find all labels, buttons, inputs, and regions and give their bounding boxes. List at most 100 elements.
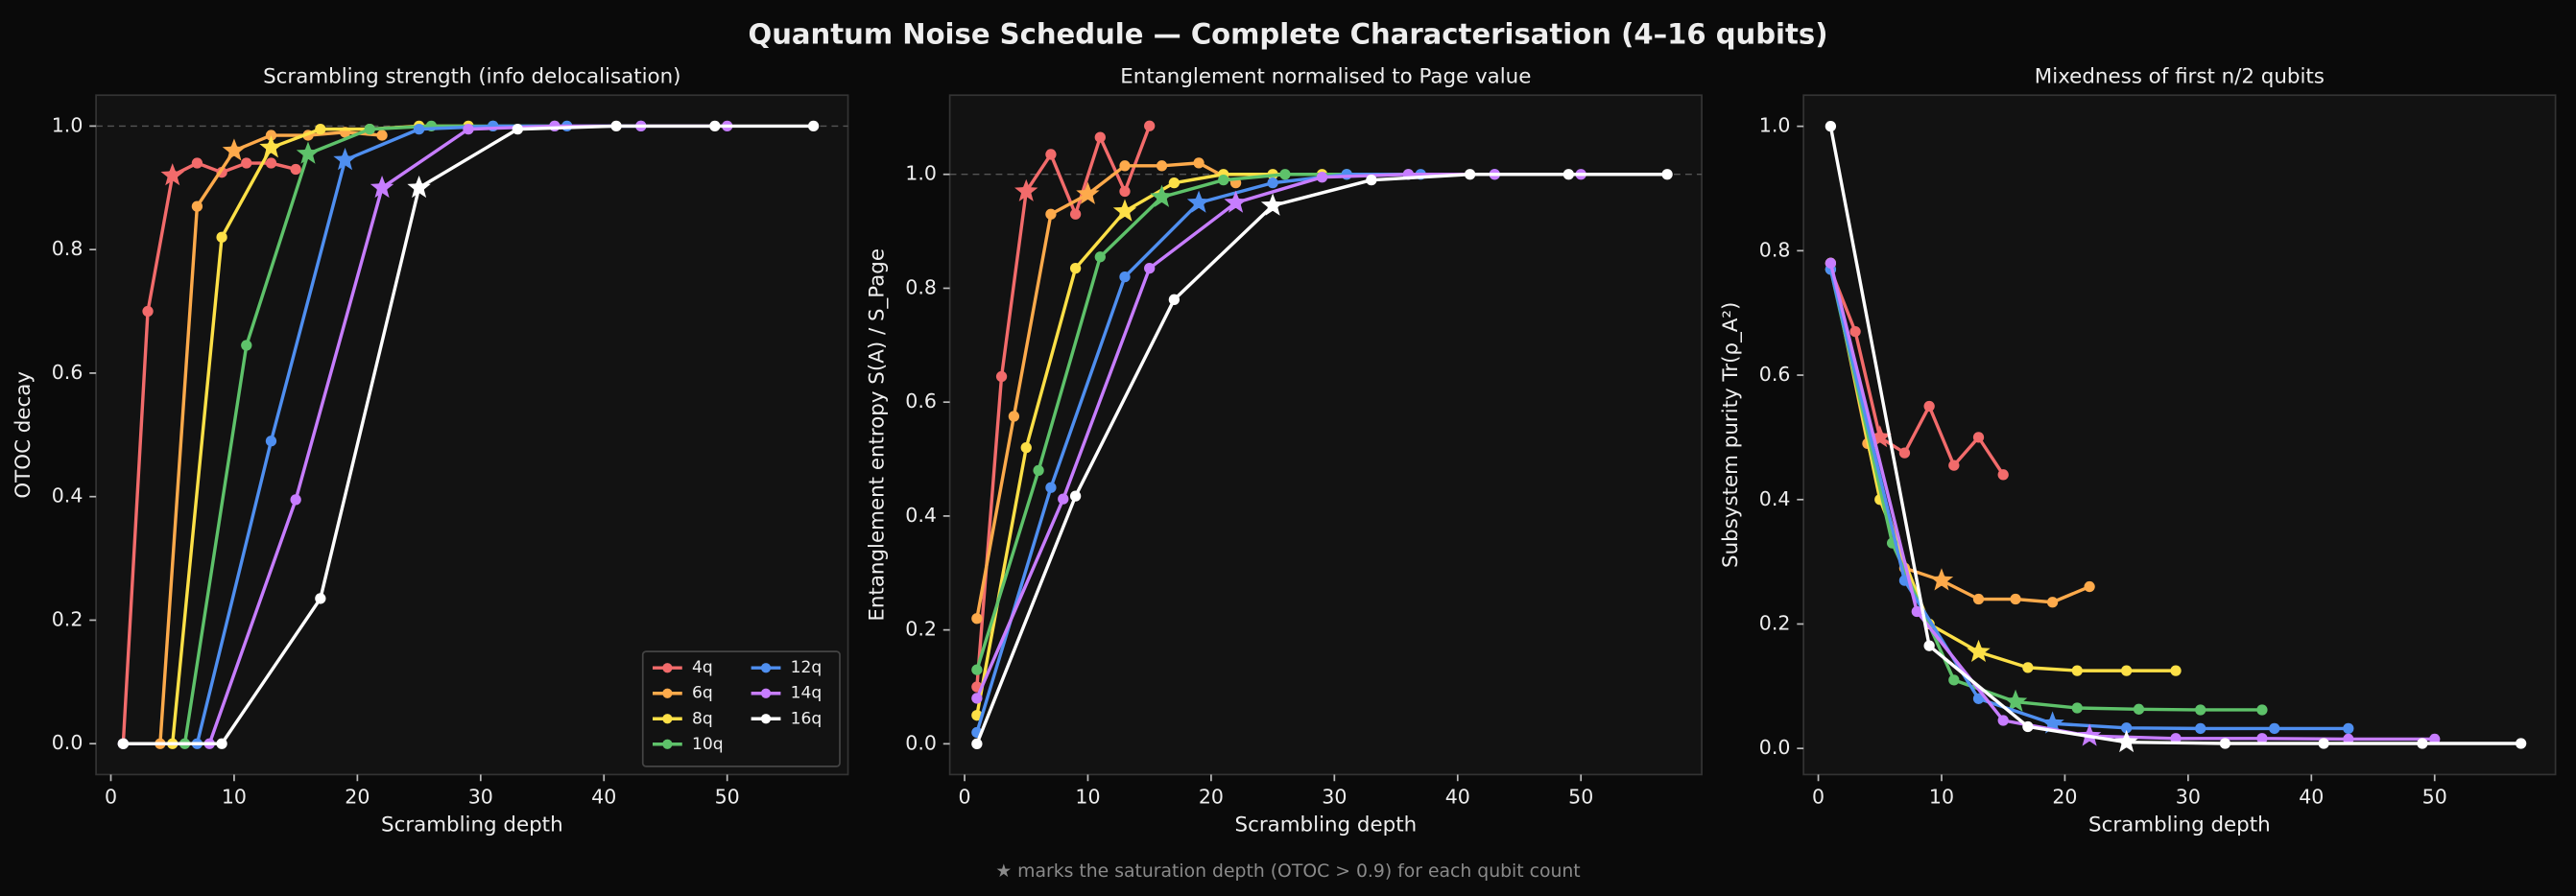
data-point bbox=[463, 123, 474, 135]
x-tick-label: 40 bbox=[2299, 785, 2324, 808]
saturation-star bbox=[1014, 178, 1038, 201]
data-point bbox=[265, 130, 277, 141]
data-point bbox=[610, 120, 622, 132]
series-line bbox=[975, 173, 1323, 716]
x-tick-label: 30 bbox=[468, 785, 493, 808]
legend-marker bbox=[662, 688, 673, 698]
y-tick-label: 0.0 bbox=[1759, 736, 1791, 759]
data-point bbox=[1094, 131, 1106, 143]
y-tick-label: 0.2 bbox=[905, 618, 937, 641]
data-point bbox=[807, 120, 820, 132]
series-line bbox=[123, 124, 814, 745]
data-point bbox=[1058, 493, 1069, 505]
saturation-star bbox=[259, 135, 283, 158]
saturation-star bbox=[1260, 193, 1285, 216]
y-tick-label: 0.8 bbox=[1759, 238, 1791, 261]
y-tick-label: 0.6 bbox=[905, 389, 937, 413]
y-tick-label: 0.0 bbox=[52, 731, 83, 754]
data-point bbox=[2269, 722, 2280, 735]
data-point bbox=[971, 693, 983, 704]
saturation-star bbox=[1150, 184, 1174, 207]
data-point bbox=[241, 340, 252, 351]
saturation-star bbox=[1967, 639, 1991, 663]
data-point bbox=[142, 305, 154, 318]
legend-box bbox=[641, 650, 841, 767]
data-point bbox=[413, 123, 425, 135]
legend-label: 14q bbox=[791, 684, 823, 703]
series-line bbox=[1828, 126, 2521, 745]
data-point bbox=[265, 157, 277, 169]
x-tick-label: 50 bbox=[715, 785, 740, 808]
data-point bbox=[2071, 702, 2083, 714]
y-tick-label: 0.8 bbox=[905, 275, 937, 298]
x-tick-label: 40 bbox=[591, 785, 616, 808]
y-tick-label: 0.2 bbox=[1759, 611, 1791, 634]
data-point bbox=[1825, 120, 1837, 132]
data-point bbox=[1168, 294, 1181, 305]
saturation-star bbox=[160, 163, 184, 186]
saturation-star bbox=[370, 175, 394, 199]
saturation-star bbox=[1186, 190, 1211, 213]
data-point bbox=[1948, 674, 1960, 686]
legend-marker bbox=[662, 739, 673, 749]
x-tick-label: 0 bbox=[105, 785, 117, 808]
y-tick-label: 0.6 bbox=[1759, 363, 1791, 386]
data-point bbox=[290, 163, 301, 176]
data-point bbox=[1997, 715, 2009, 726]
y-tick-label: 0.6 bbox=[52, 361, 83, 384]
saturation-star bbox=[2003, 689, 2028, 712]
figure-title: Quantum Noise Schedule — Complete Charac… bbox=[748, 18, 1827, 51]
x-axis-label: Scrambling depth bbox=[1235, 813, 1418, 837]
saturation-star bbox=[1929, 568, 1954, 591]
x-tick-label: 20 bbox=[1199, 785, 1224, 808]
saturation-star bbox=[2114, 729, 2138, 753]
data-point bbox=[2170, 665, 2182, 676]
series-line bbox=[975, 161, 1237, 620]
x-axis-label: Scrambling depth bbox=[2088, 813, 2271, 837]
x-tick-label: 50 bbox=[1568, 785, 1593, 808]
x-tick-label: 40 bbox=[1445, 785, 1470, 808]
data-point bbox=[1267, 177, 1278, 189]
data-point bbox=[2133, 703, 2145, 715]
data-point bbox=[2010, 593, 2021, 605]
data-point bbox=[2084, 580, 2095, 593]
data-point bbox=[216, 231, 227, 243]
series-line bbox=[975, 173, 1668, 744]
x-tick-label: 0 bbox=[958, 785, 970, 808]
data-point bbox=[2318, 738, 2329, 749]
x-tick-label: 20 bbox=[2052, 785, 2077, 808]
x-tick-label: 30 bbox=[1322, 785, 1347, 808]
data-point bbox=[1218, 175, 1229, 186]
data-point bbox=[1033, 464, 1044, 477]
data-point bbox=[290, 494, 301, 506]
data-point bbox=[2219, 738, 2231, 749]
data-point bbox=[315, 593, 326, 604]
y-tick-label: 0.2 bbox=[52, 607, 83, 630]
legend-label: 16q bbox=[791, 709, 823, 728]
data-point bbox=[2256, 733, 2268, 744]
y-tick-label: 0.0 bbox=[905, 731, 937, 754]
data-point bbox=[549, 120, 561, 132]
data-point bbox=[2515, 738, 2527, 749]
data-point bbox=[1069, 208, 1082, 220]
legend-marker bbox=[760, 688, 772, 698]
data-point bbox=[512, 123, 523, 135]
data-point bbox=[216, 738, 227, 749]
legend-marker bbox=[760, 663, 772, 673]
data-point bbox=[1923, 400, 1935, 413]
data-point bbox=[1193, 157, 1205, 169]
data-point bbox=[1008, 411, 1020, 422]
data-point bbox=[1156, 160, 1168, 172]
series-line bbox=[975, 125, 1152, 688]
data-point bbox=[117, 738, 129, 749]
data-point bbox=[971, 738, 983, 750]
data-point bbox=[1562, 169, 1575, 180]
data-point bbox=[1144, 263, 1156, 274]
data-point bbox=[2195, 722, 2206, 735]
x-tick-label: 10 bbox=[1929, 785, 1954, 808]
data-point bbox=[315, 123, 326, 135]
data-point bbox=[2120, 722, 2133, 734]
x-axis-label: Scrambling depth bbox=[381, 813, 563, 837]
data-point bbox=[1948, 460, 1960, 471]
